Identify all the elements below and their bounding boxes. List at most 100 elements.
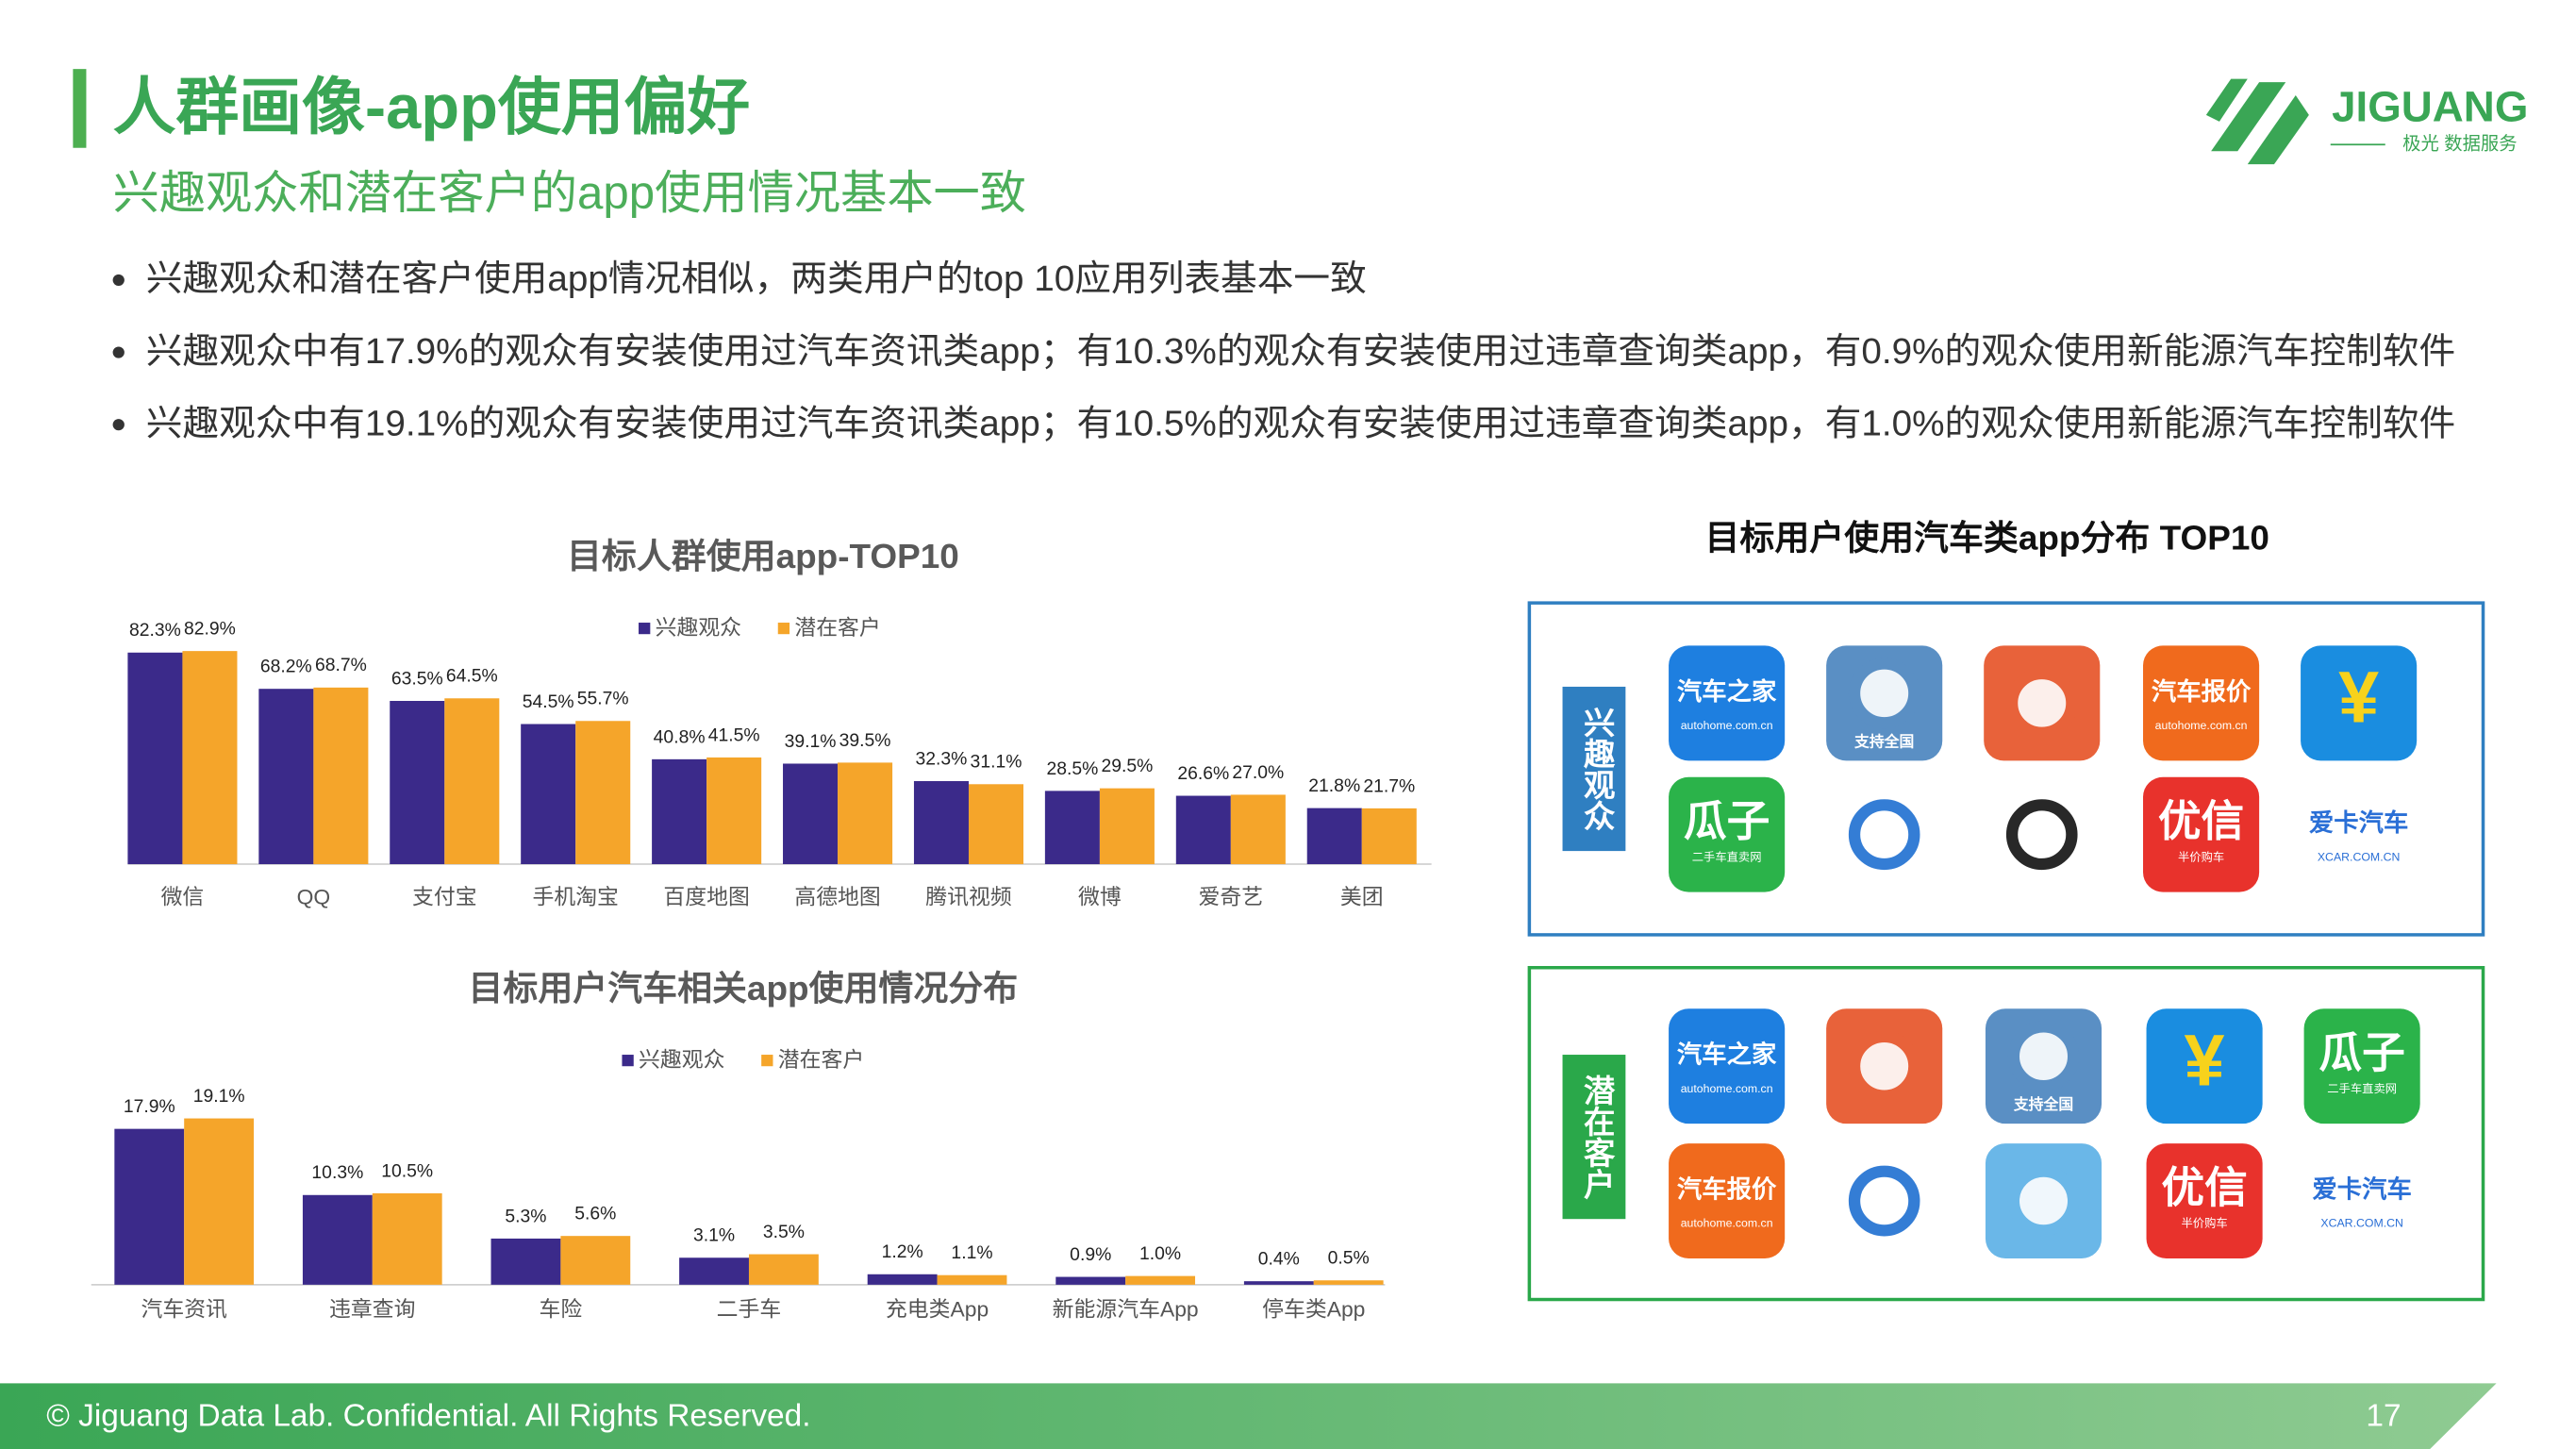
legend-swatch xyxy=(761,1055,773,1067)
bar xyxy=(1055,1276,1126,1285)
panel-label-box xyxy=(1562,686,1626,852)
app-icon-sub: autohome.com.cn xyxy=(1681,719,1773,732)
bar xyxy=(1230,794,1286,865)
app-icon-glyph xyxy=(2005,799,2078,871)
bar xyxy=(1044,791,1100,865)
value-label: 29.5% xyxy=(1101,757,1153,776)
app-icon xyxy=(1669,1008,1786,1124)
app-icon-glyph xyxy=(1848,799,1920,871)
x-tick-label: 微博 xyxy=(1078,885,1122,909)
app-icon xyxy=(2303,1008,2420,1124)
app-icon-label: 汽车之家 xyxy=(1677,677,1777,706)
app-icon xyxy=(2301,645,2418,761)
value-label: 82.9% xyxy=(184,620,236,640)
value-label: 55.7% xyxy=(577,690,629,709)
app-icon xyxy=(2143,776,2260,892)
value-label: 68.2% xyxy=(260,658,312,677)
value-label: 0.5% xyxy=(1328,1249,1370,1269)
bar xyxy=(706,757,762,865)
bar xyxy=(1243,1281,1314,1285)
app-icon-label: 优信 xyxy=(2158,797,2244,845)
x-tick-label: QQ xyxy=(297,885,331,909)
panel-title: 目标用户使用汽车类app分布 TOP10 xyxy=(1704,519,2269,558)
app-icon xyxy=(1826,1143,1943,1258)
app-icon-sub: 半价购车 xyxy=(2181,1216,2227,1230)
app-icon-glyph xyxy=(2007,1165,2080,1237)
bar xyxy=(444,698,500,865)
bar xyxy=(867,1274,938,1285)
legend-label: 兴趣观众 xyxy=(656,615,741,640)
value-label: 32.3% xyxy=(916,750,968,770)
panel-frame xyxy=(1527,601,2485,937)
panel-label: 潜在客户 xyxy=(1578,1074,1615,1200)
bar xyxy=(1313,1280,1384,1285)
value-label: 39.1% xyxy=(785,732,837,752)
bullet: 兴趣观众中有19.1%的观众有安装使用过汽车资讯类app；有10.5%的观众有安… xyxy=(146,401,2568,445)
bar xyxy=(913,781,969,865)
app-icon-sub: XCAR.COM.CN xyxy=(2320,1217,2403,1230)
x-tick-label: 二手车 xyxy=(717,1297,782,1322)
app-icon-label: 瓜子 xyxy=(2318,1029,2404,1077)
bar xyxy=(490,1238,561,1285)
bar xyxy=(1125,1275,1196,1285)
value-label: 1.2% xyxy=(882,1242,923,1262)
value-label: 82.3% xyxy=(129,621,181,641)
x-tick-label: 腾讯视频 xyxy=(925,885,1012,909)
legend-label: 兴趣观众 xyxy=(639,1047,724,1072)
bar xyxy=(838,762,893,865)
value-label: 41.5% xyxy=(708,725,760,745)
bar xyxy=(937,1274,1007,1285)
page-number: 17 xyxy=(2366,1399,2401,1434)
chart-title: 目标人群使用app-TOP10 xyxy=(567,537,959,575)
app-icon xyxy=(2143,645,2260,761)
app-icon-label: 汽车报价 xyxy=(2152,677,2252,706)
app-icon-label: 汽车报价 xyxy=(1677,1175,1777,1204)
app-icon xyxy=(2146,1008,2263,1124)
app-icon-label: 爱卡汽车 xyxy=(2312,1175,2412,1204)
app-icon xyxy=(2303,1143,2420,1258)
app-icon xyxy=(2146,1143,2263,1258)
legend-label: 潜在客户 xyxy=(794,615,880,640)
bullet: 兴趣观众和潜在客户使用app情况相似，两类用户的top 10应用列表基本一致 xyxy=(146,257,2568,301)
logo-mark xyxy=(2205,78,2385,165)
app-icon-sub: 二手车直卖网 xyxy=(1692,849,1762,863)
bullet: 兴趣观众中有17.9%的观众有安装使用过汽车资讯类app；有10.3%的观众有安… xyxy=(146,328,2568,373)
app-icon xyxy=(1826,776,1943,892)
legend-swatch xyxy=(639,623,651,635)
legend-label: 潜在客户 xyxy=(778,1047,864,1072)
bar xyxy=(313,687,369,865)
subtitle: 兴趣观众和潜在客户的app使用情况基本一致 xyxy=(112,167,1027,219)
bar xyxy=(748,1254,819,1285)
bar xyxy=(372,1192,442,1285)
bar xyxy=(1175,795,1231,865)
bar xyxy=(1306,808,1362,865)
bar xyxy=(575,721,631,865)
app-icon-label: 汽车之家 xyxy=(1677,1041,1777,1069)
app-icon-sub: 半价购车 xyxy=(2178,849,2224,863)
app-icon-sub: autohome.com.cn xyxy=(1681,1082,1773,1095)
value-label: 63.5% xyxy=(391,669,443,689)
legend-swatch xyxy=(777,623,790,635)
bar xyxy=(184,1118,255,1285)
app-icon xyxy=(1669,645,1786,761)
app-icon-glyph xyxy=(1848,1165,1920,1237)
x-tick-label: 支付宝 xyxy=(412,885,477,909)
legend-swatch xyxy=(622,1055,634,1067)
bar xyxy=(679,1257,749,1285)
app-icon-label: ¥ xyxy=(2338,658,2379,739)
x-tick-label: 百度地图 xyxy=(663,885,749,909)
app-icon-glyph xyxy=(1848,1030,1920,1102)
value-label: 54.5% xyxy=(523,692,574,712)
value-label: 5.3% xyxy=(505,1207,546,1226)
value-label: 19.1% xyxy=(193,1087,245,1107)
bar xyxy=(182,651,238,865)
bar xyxy=(1361,808,1417,865)
panel-label: 兴趣观众 xyxy=(1578,707,1615,831)
footer-bar xyxy=(0,1383,2497,1449)
x-tick-label: 车险 xyxy=(540,1297,583,1322)
bar xyxy=(258,689,314,865)
value-label: 26.6% xyxy=(1177,764,1229,784)
x-tick-label: 新能源汽车App xyxy=(1053,1297,1199,1322)
title: 人群画像-app使用偏好 xyxy=(112,74,751,143)
